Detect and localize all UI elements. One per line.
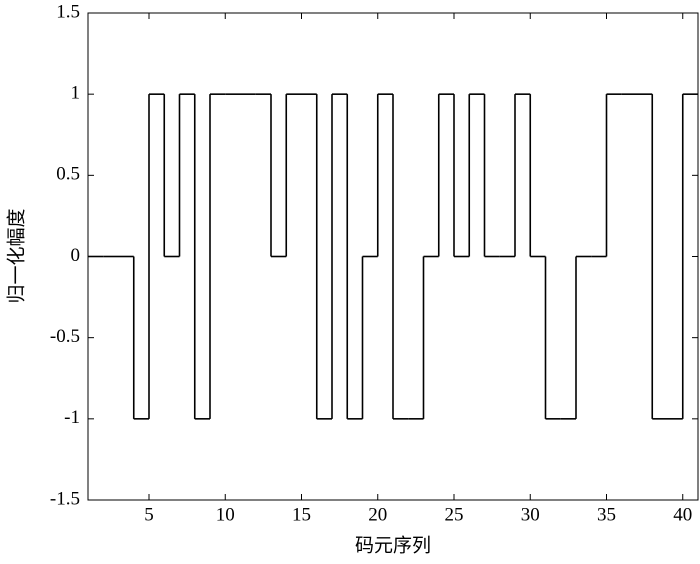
x-tick-label: 35: [597, 504, 616, 525]
x-tick-label: 15: [292, 504, 311, 525]
x-tick-label: 5: [144, 504, 154, 525]
x-tick-label: 40: [673, 504, 692, 525]
x-tick-label: 20: [368, 504, 387, 525]
y-tick-label: -1: [64, 407, 80, 428]
y-axis-label: 归一化幅度: [5, 208, 27, 303]
x-tick-label: 25: [445, 504, 464, 525]
y-tick-label: -1.5: [50, 488, 80, 509]
y-tick-label: 1.5: [56, 1, 80, 22]
y-tick-label: 0: [71, 245, 81, 266]
y-tick-label: 0.5: [56, 164, 80, 185]
y-tick-label: -0.5: [50, 326, 80, 347]
y-tick-label: 1: [71, 83, 81, 104]
x-tick-label: 10: [216, 504, 235, 525]
x-tick-label: 30: [521, 504, 540, 525]
x-axis-label: 码元序列: [355, 534, 431, 556]
